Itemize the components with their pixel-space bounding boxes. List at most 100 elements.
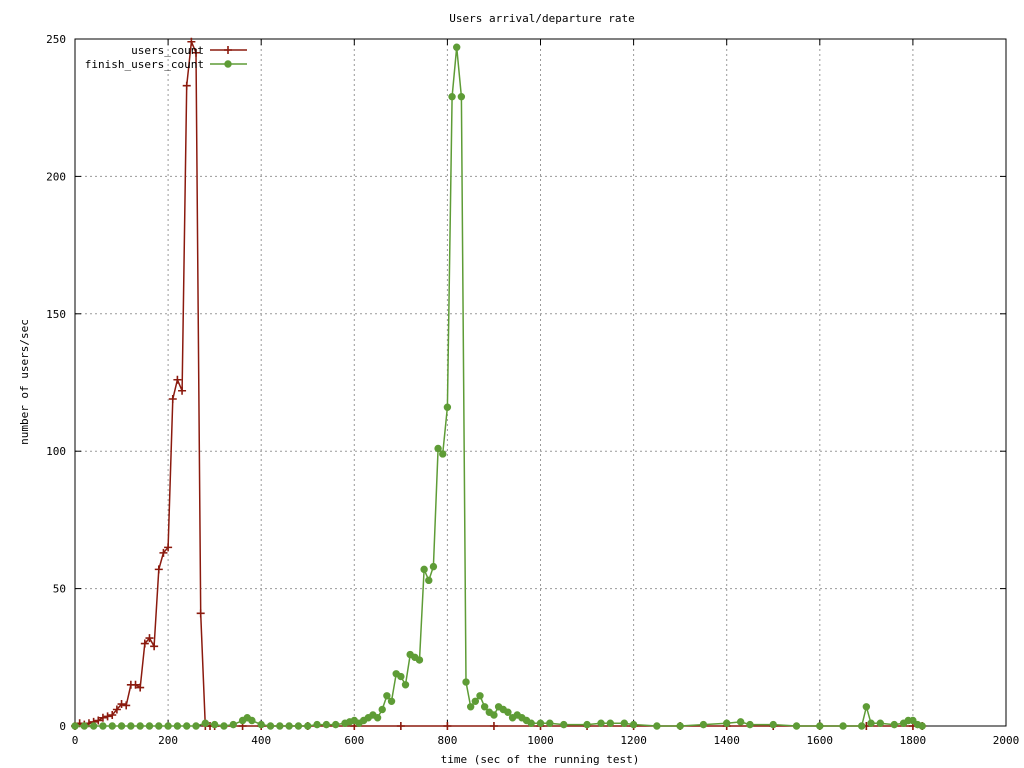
- data-point-finish-users-count: [248, 716, 256, 725]
- data-point-users-count: [396, 722, 405, 730]
- y-axis-label: number of users/sec: [18, 319, 31, 445]
- data-point-finish-users-count: [466, 703, 475, 711]
- data-point-finish-users-count: [71, 722, 79, 730]
- x-axis-label: time (sec of the running test): [441, 753, 640, 766]
- data-point-finish-users-count: [108, 722, 116, 730]
- data-point-finish-users-count: [448, 93, 456, 101]
- y-tick-label: 250: [46, 33, 66, 46]
- data-point-users-count: [196, 609, 205, 618]
- x-tick-label: 1000: [527, 734, 554, 747]
- y-tick-label: 150: [46, 308, 66, 321]
- data-point-users-count: [164, 543, 173, 552]
- legend: users_count finish_users_count: [85, 44, 247, 71]
- data-point-users-count: [187, 37, 196, 46]
- data-point-finish-users-count: [420, 565, 428, 574]
- chart-title: Users arrival/departure rate: [449, 12, 634, 25]
- data-point-users-count: [131, 680, 140, 689]
- data-point-finish-users-count: [173, 722, 182, 730]
- data-point-users-count: [150, 642, 159, 651]
- data-point-finish-users-count: [266, 722, 275, 730]
- data-point-users-count: [178, 386, 187, 395]
- data-point-finish-users-count: [769, 720, 777, 729]
- data-point-users-count: [112, 705, 121, 714]
- data-point-finish-users-count: [439, 450, 447, 458]
- data-point-finish-users-count: [136, 722, 144, 730]
- data-point-finish-users-count: [816, 722, 824, 730]
- data-point-finish-users-count: [536, 719, 545, 727]
- data-point-finish-users-count: [583, 720, 591, 729]
- data-point-users-count: [159, 548, 168, 557]
- x-tick-label: 1200: [620, 734, 647, 747]
- data-point-finish-users-count: [453, 43, 461, 51]
- data-point-finish-users-count: [80, 722, 89, 730]
- data-point-users-count: [94, 716, 103, 725]
- data-point-finish-users-count: [373, 714, 382, 722]
- data-point-finish-users-count: [909, 716, 917, 725]
- data-point-finish-users-count: [471, 697, 480, 705]
- data-point-finish-users-count: [480, 703, 489, 711]
- data-point-finish-users-count: [653, 722, 661, 730]
- data-point-finish-users-count: [527, 719, 535, 727]
- data-point-finish-users-count: [331, 720, 340, 729]
- data-point-finish-users-count: [220, 722, 228, 730]
- data-point-finish-users-count: [145, 722, 154, 730]
- legend-label-finish-users-count: finish_users_count: [85, 58, 204, 71]
- data-point-users-count: [173, 375, 182, 384]
- data-point-finish-users-count: [560, 720, 568, 729]
- y-tick-label: 50: [53, 583, 66, 596]
- data-point-finish-users-count: [504, 708, 512, 716]
- data-point-finish-users-count: [676, 722, 684, 730]
- x-tick-label: 1600: [807, 734, 834, 747]
- data-point-users-count: [192, 48, 201, 57]
- data-point-users-count: [145, 634, 154, 643]
- data-point-finish-users-count: [597, 719, 605, 727]
- x-tick-label: 0: [72, 734, 79, 747]
- data-point-finish-users-count: [99, 722, 107, 730]
- data-point-users-count: [122, 701, 131, 710]
- data-point-finish-users-count: [117, 722, 126, 730]
- data-point-finish-users-count: [546, 719, 554, 727]
- data-point-finish-users-count: [127, 722, 135, 730]
- data-point-finish-users-count: [839, 722, 847, 730]
- y-axis: 0 50 100 150 200 250: [46, 33, 1006, 733]
- x-tick-label: 1400: [713, 734, 740, 747]
- data-point-finish-users-count: [155, 722, 163, 730]
- data-point-finish-users-count: [210, 720, 219, 729]
- data-point-finish-users-count: [183, 722, 191, 730]
- data-point-users-count: [140, 639, 149, 648]
- data-point-finish-users-count: [490, 711, 498, 719]
- data-point-finish-users-count: [397, 672, 405, 681]
- data-point-finish-users-count: [313, 720, 321, 729]
- data-point-finish-users-count: [629, 720, 638, 729]
- data-point-finish-users-count: [918, 722, 926, 730]
- data-point-finish-users-count: [164, 722, 172, 730]
- data-point-finish-users-count: [415, 656, 424, 664]
- data-point-finish-users-count: [890, 720, 898, 729]
- data-point-users-count: [443, 722, 452, 730]
- data-point-finish-users-count: [476, 692, 484, 700]
- x-tick-label: 200: [158, 734, 178, 747]
- data-point-finish-users-count: [276, 722, 284, 730]
- data-point-users-count: [103, 712, 112, 721]
- data-point-finish-users-count: [443, 403, 452, 411]
- data-point-finish-users-count: [401, 681, 410, 689]
- x-tick-label: 1800: [900, 734, 927, 747]
- x-tick-label: 2000: [993, 734, 1020, 747]
- data-point-finish-users-count: [257, 720, 265, 729]
- x-tick-label: 800: [437, 734, 457, 747]
- data-point-finish-users-count: [285, 722, 293, 730]
- y-tick-label: 0: [59, 720, 66, 733]
- data-point-finish-users-count: [294, 722, 303, 730]
- data-point-users-count: [154, 565, 163, 574]
- x-tick-label: 400: [251, 734, 271, 747]
- data-point-finish-users-count: [746, 720, 754, 729]
- legend-label-users-count: users_count: [131, 44, 204, 57]
- data-point-finish-users-count: [736, 718, 745, 726]
- y-tick-label: 200: [46, 170, 66, 183]
- data-point-finish-users-count: [322, 720, 331, 729]
- data-point-finish-users-count: [699, 720, 708, 729]
- data-point-finish-users-count: [229, 720, 237, 729]
- data-point-users-count: [489, 722, 498, 730]
